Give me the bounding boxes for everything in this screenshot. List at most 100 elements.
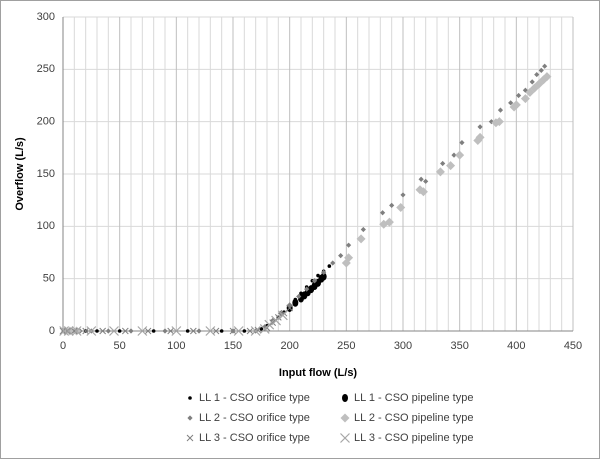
point — [400, 192, 406, 198]
point — [274, 314, 282, 321]
legend-label: LL 1 - CSO pipeline type — [354, 392, 473, 404]
point — [167, 327, 175, 335]
point — [423, 178, 429, 184]
x-tick-label: 350 — [450, 340, 468, 352]
point — [269, 319, 277, 326]
y-tick-label: 150 — [37, 168, 55, 180]
point — [327, 264, 332, 268]
legend-marker — [340, 413, 350, 423]
point — [60, 326, 70, 336]
point — [446, 161, 456, 171]
point — [304, 286, 310, 292]
point — [233, 326, 244, 336]
point — [171, 326, 182, 336]
point — [320, 272, 327, 281]
point — [380, 210, 386, 216]
point — [205, 326, 216, 336]
x-tick-label: 250 — [337, 340, 355, 352]
legend-label: LL 3 - CSO orifice type — [199, 432, 310, 444]
point — [185, 329, 190, 333]
x-tick-label: 450 — [564, 340, 582, 352]
point — [418, 187, 428, 197]
point — [529, 79, 535, 85]
point — [459, 140, 465, 146]
point — [109, 326, 119, 336]
point — [63, 326, 74, 336]
point — [356, 234, 366, 244]
y-tick-label: 250 — [37, 63, 55, 75]
point — [396, 202, 406, 212]
point — [455, 150, 465, 160]
point — [264, 319, 275, 330]
point — [494, 117, 504, 127]
x-tick-label: 100 — [167, 340, 185, 352]
point — [511, 100, 521, 110]
point — [520, 94, 530, 104]
point — [330, 260, 336, 266]
x-tick-label: 50 — [114, 340, 126, 352]
point — [271, 315, 281, 326]
point — [538, 67, 544, 73]
y-tick-label: 100 — [37, 220, 55, 232]
point — [389, 202, 395, 208]
x-tick-label: 150 — [224, 340, 242, 352]
point — [246, 327, 254, 335]
point — [86, 326, 97, 336]
point — [292, 298, 299, 307]
point — [516, 92, 522, 99]
y-tick-label: 50 — [43, 273, 55, 285]
point — [497, 107, 504, 113]
point — [137, 326, 148, 336]
point — [312, 278, 318, 284]
point — [105, 328, 111, 334]
x-tick-label: 300 — [394, 340, 412, 352]
point — [59, 326, 70, 336]
point — [189, 327, 197, 335]
legend-marker — [187, 415, 193, 421]
point — [71, 326, 82, 336]
point — [286, 304, 294, 312]
point — [99, 327, 107, 335]
legend-marker — [186, 434, 194, 442]
point — [82, 327, 90, 335]
legend-label: LL 3 - CSO pipeline type — [354, 432, 473, 444]
point — [451, 152, 457, 158]
point — [440, 160, 446, 167]
point — [219, 329, 224, 333]
point — [338, 253, 344, 259]
y-tick-label: 0 — [49, 325, 55, 337]
point — [488, 119, 494, 125]
point — [346, 242, 352, 248]
point — [242, 329, 247, 333]
point — [316, 273, 320, 278]
legend-marker — [342, 394, 348, 402]
point — [95, 329, 99, 333]
point — [121, 327, 129, 335]
point — [162, 328, 168, 334]
point — [229, 327, 237, 335]
y-axis-title: Overflow (L/s) — [14, 137, 26, 211]
point — [475, 132, 485, 142]
point — [144, 327, 152, 335]
legend-marker — [340, 433, 350, 443]
point — [250, 326, 261, 336]
legend-label: LL 1 - CSO orifice type — [199, 392, 310, 404]
point — [321, 269, 327, 275]
point — [128, 328, 134, 334]
point — [384, 217, 394, 227]
legend-label: LL 2 - CSO orifice type — [199, 412, 310, 424]
point — [117, 329, 122, 333]
point — [360, 226, 366, 233]
point — [542, 63, 548, 69]
point — [70, 327, 78, 335]
x-tick-label: 200 — [280, 340, 298, 352]
point — [435, 167, 445, 177]
point — [277, 310, 288, 321]
point — [418, 176, 424, 182]
x-tick-label: 400 — [507, 340, 525, 352]
point — [542, 72, 552, 82]
point — [477, 124, 483, 130]
